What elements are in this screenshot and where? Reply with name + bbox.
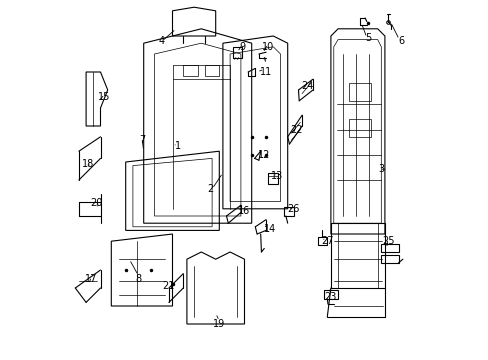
Bar xyxy=(348,83,370,101)
Text: 5: 5 xyxy=(365,33,371,43)
Text: 1: 1 xyxy=(175,141,181,151)
Text: 25: 25 xyxy=(382,236,394,246)
Text: 9: 9 xyxy=(239,42,245,52)
Text: 20: 20 xyxy=(91,198,103,208)
Text: 4: 4 xyxy=(158,36,164,46)
Text: 14: 14 xyxy=(263,224,275,234)
Text: 11: 11 xyxy=(260,67,272,77)
Text: 3: 3 xyxy=(377,164,384,174)
Text: 21: 21 xyxy=(163,281,175,291)
Text: 10: 10 xyxy=(261,42,273,52)
Bar xyxy=(381,244,398,252)
Text: 2: 2 xyxy=(207,184,213,194)
Text: 27: 27 xyxy=(321,236,333,246)
Bar xyxy=(318,237,326,245)
Text: 22: 22 xyxy=(290,125,303,135)
Bar xyxy=(183,65,197,76)
Bar xyxy=(284,207,294,216)
Bar xyxy=(232,47,242,58)
Text: 24: 24 xyxy=(301,81,313,91)
Text: 16: 16 xyxy=(238,206,250,216)
Text: 26: 26 xyxy=(286,204,299,214)
Text: 12: 12 xyxy=(258,150,270,160)
Text: 19: 19 xyxy=(213,319,225,329)
Text: 7: 7 xyxy=(139,135,145,145)
Text: 15: 15 xyxy=(98,92,110,102)
Text: 8: 8 xyxy=(135,274,141,284)
Text: 18: 18 xyxy=(81,159,94,169)
Bar xyxy=(381,255,398,263)
Bar xyxy=(323,290,337,299)
Bar xyxy=(348,119,370,137)
Bar xyxy=(204,65,219,76)
Text: 17: 17 xyxy=(85,274,98,284)
Text: 6: 6 xyxy=(397,36,404,46)
Text: 23: 23 xyxy=(324,292,336,302)
Text: 13: 13 xyxy=(270,171,283,181)
Bar xyxy=(267,173,277,184)
